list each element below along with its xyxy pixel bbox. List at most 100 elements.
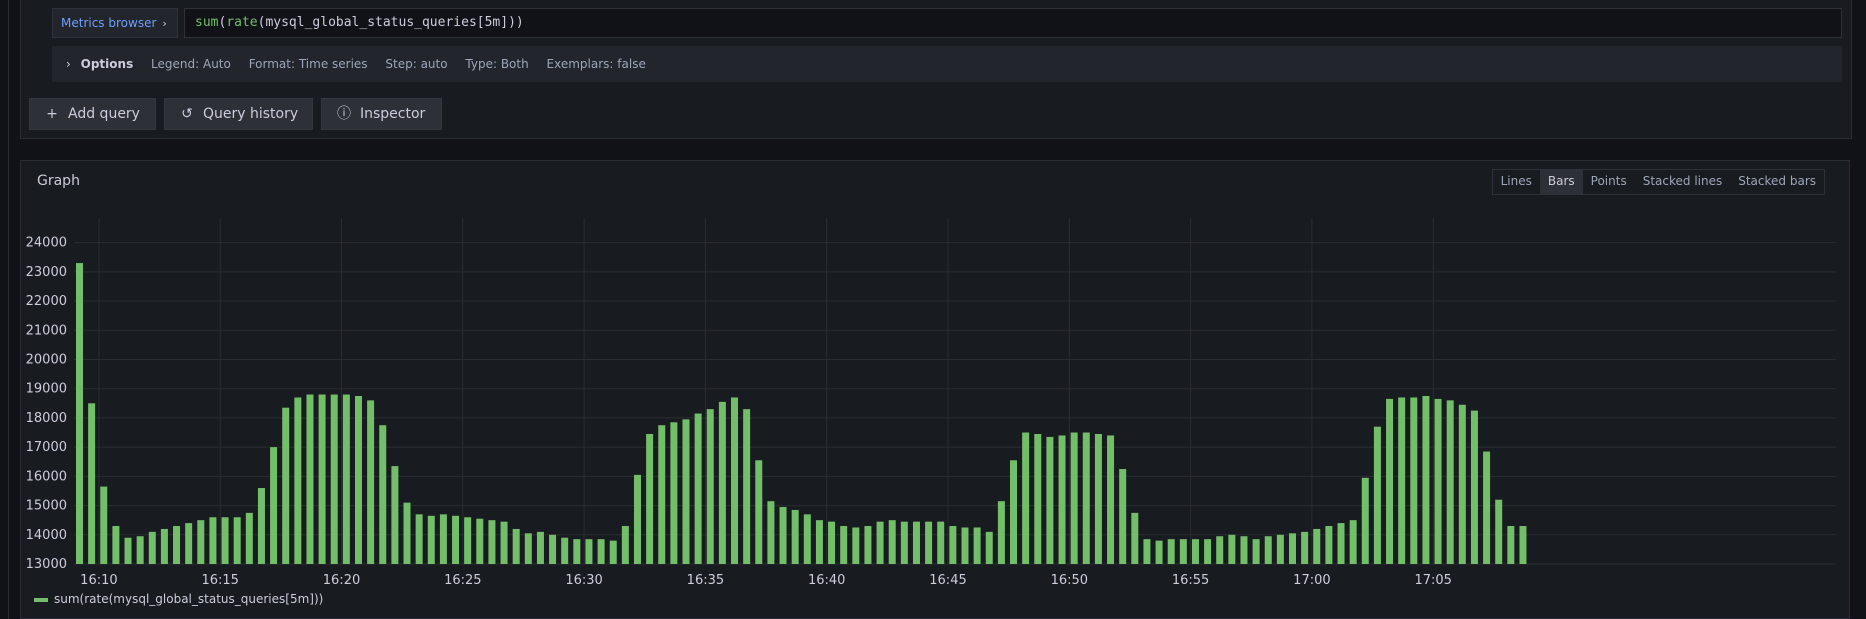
bar bbox=[573, 539, 581, 564]
bar bbox=[1398, 397, 1406, 564]
bar bbox=[1131, 512, 1139, 564]
bar bbox=[1010, 460, 1018, 564]
query-options-toggle[interactable]: › Options Legend: Auto Format: Time seri… bbox=[52, 46, 1842, 82]
legend-label: sum(rate(mysql_global_status_queries[5m]… bbox=[54, 592, 324, 606]
chevron-right-icon: › bbox=[162, 17, 167, 30]
bar bbox=[1519, 526, 1527, 564]
y-tick-label: 19000 bbox=[26, 382, 67, 397]
bar bbox=[1204, 539, 1212, 564]
bar bbox=[828, 521, 836, 564]
bar bbox=[427, 515, 435, 564]
bar bbox=[464, 517, 472, 564]
bar bbox=[791, 509, 799, 564]
graph-title: Graph bbox=[37, 173, 80, 189]
bar bbox=[840, 526, 848, 564]
bar bbox=[148, 531, 156, 564]
query-paren: ( bbox=[218, 15, 227, 30]
bar bbox=[245, 512, 253, 564]
graph-mode-lines[interactable]: Lines bbox=[1500, 174, 1532, 188]
bar bbox=[1094, 433, 1102, 564]
bar bbox=[997, 501, 1005, 564]
graph-mode-stacked-lines[interactable]: Stacked lines bbox=[1642, 174, 1723, 188]
bar bbox=[1422, 396, 1430, 564]
bar bbox=[876, 521, 884, 564]
bar bbox=[1446, 400, 1454, 564]
bar bbox=[888, 520, 896, 564]
bar bbox=[694, 413, 702, 564]
bar bbox=[342, 394, 350, 564]
x-tick-label: 16:50 bbox=[1051, 573, 1088, 588]
metrics-browser-button[interactable]: Metrics browser › bbox=[52, 8, 178, 38]
bar bbox=[815, 520, 823, 564]
bar bbox=[767, 501, 775, 564]
graph-mode-stacked-bars[interactable]: Stacked bars bbox=[1738, 174, 1816, 188]
bar bbox=[524, 533, 532, 564]
bar bbox=[1143, 539, 1151, 564]
bar bbox=[731, 397, 739, 564]
y-tick-label: 22000 bbox=[26, 294, 67, 309]
bar bbox=[900, 521, 908, 564]
y-tick-label: 15000 bbox=[26, 499, 67, 514]
bar bbox=[925, 521, 933, 564]
query-row: Metrics browser › sum(rate(mysql_global_s… bbox=[52, 8, 1842, 38]
y-tick-label: 17000 bbox=[26, 440, 67, 455]
option-type: Type: Both bbox=[465, 57, 529, 71]
bar bbox=[803, 514, 811, 564]
bar bbox=[743, 409, 751, 564]
history-icon: ↺ bbox=[181, 106, 193, 122]
left-border bbox=[8, 0, 9, 619]
bar bbox=[779, 507, 787, 564]
bar bbox=[670, 422, 678, 564]
bar bbox=[852, 527, 860, 564]
bar bbox=[1252, 539, 1260, 564]
add-query-button[interactable]: + Add query bbox=[29, 98, 156, 130]
add-query-label: Add query bbox=[68, 106, 140, 122]
bar bbox=[1434, 398, 1442, 564]
bar bbox=[1458, 404, 1466, 564]
y-tick-label: 16000 bbox=[26, 469, 67, 484]
bar bbox=[1264, 536, 1272, 564]
bar bbox=[1167, 539, 1175, 564]
graph-mode-points[interactable]: Points bbox=[1590, 174, 1627, 188]
bar bbox=[706, 409, 714, 564]
graph-mode-bars[interactable]: Bars bbox=[1539, 170, 1583, 194]
x-tick-label: 16:30 bbox=[565, 573, 602, 588]
bar bbox=[1034, 433, 1042, 564]
bar bbox=[633, 474, 641, 564]
bar bbox=[403, 502, 411, 564]
bar bbox=[961, 527, 969, 564]
bar bbox=[439, 514, 447, 564]
bar bbox=[1191, 539, 1199, 564]
x-tick-label: 16:20 bbox=[323, 573, 360, 588]
bar bbox=[282, 407, 290, 564]
metrics-browser-label: Metrics browser bbox=[61, 16, 157, 30]
bar bbox=[354, 396, 362, 564]
chart-legend[interactable]: sum(rate(mysql_global_status_queries[5m]… bbox=[34, 592, 323, 606]
bar bbox=[549, 534, 557, 564]
bar bbox=[512, 528, 520, 564]
bar bbox=[1070, 432, 1078, 564]
query-history-label: Query history bbox=[203, 106, 299, 122]
query-history-button[interactable]: ↺ Query history bbox=[164, 98, 313, 130]
graph-mode-switch: Lines Bars Points Stacked lines Stacked bars bbox=[1491, 169, 1825, 195]
promql-query-input[interactable]: sum(rate(mysql_global_status_queries[5m]… bbox=[184, 8, 1842, 38]
bar bbox=[476, 518, 484, 564]
bar bbox=[949, 526, 957, 564]
bar bbox=[209, 517, 217, 564]
bar bbox=[500, 521, 508, 564]
x-tick-label: 16:40 bbox=[808, 573, 845, 588]
bar bbox=[1373, 426, 1381, 564]
bar bbox=[585, 539, 593, 564]
bar bbox=[1313, 528, 1321, 564]
bar bbox=[718, 401, 726, 564]
bar bbox=[233, 517, 241, 564]
bar bbox=[1337, 523, 1345, 564]
bar bbox=[864, 526, 872, 564]
x-tick-label: 16:45 bbox=[929, 573, 966, 588]
chevron-right-icon: › bbox=[66, 57, 71, 71]
bar bbox=[658, 425, 666, 564]
bar bbox=[391, 466, 399, 564]
inspector-button[interactable]: ⓘ Inspector bbox=[321, 98, 442, 130]
x-tick-label: 16:15 bbox=[201, 573, 238, 588]
